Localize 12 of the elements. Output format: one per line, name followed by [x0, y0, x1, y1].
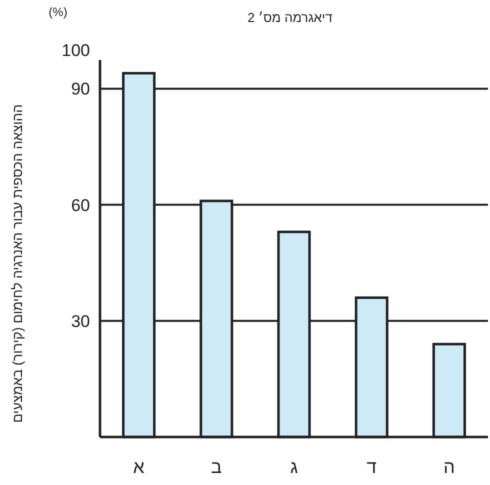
title: דיאגרמה מס׳ 2 [248, 10, 332, 25]
xtick: ב [211, 457, 222, 477]
ytick: 60 [71, 196, 90, 215]
xtick: א [133, 457, 144, 477]
ylabel: ההוצאה הכספית עבור האנרגיה לחימום (קירור) באמצעים [10, 104, 25, 423]
xtick: ד [366, 457, 377, 477]
annotation: (%) [48, 5, 68, 19]
xtick: ה [444, 457, 455, 477]
xtick: ג [290, 457, 298, 477]
ytick: 30 [71, 312, 90, 331]
ytick: 90 [71, 80, 90, 99]
ytick: 100 [62, 41, 90, 60]
